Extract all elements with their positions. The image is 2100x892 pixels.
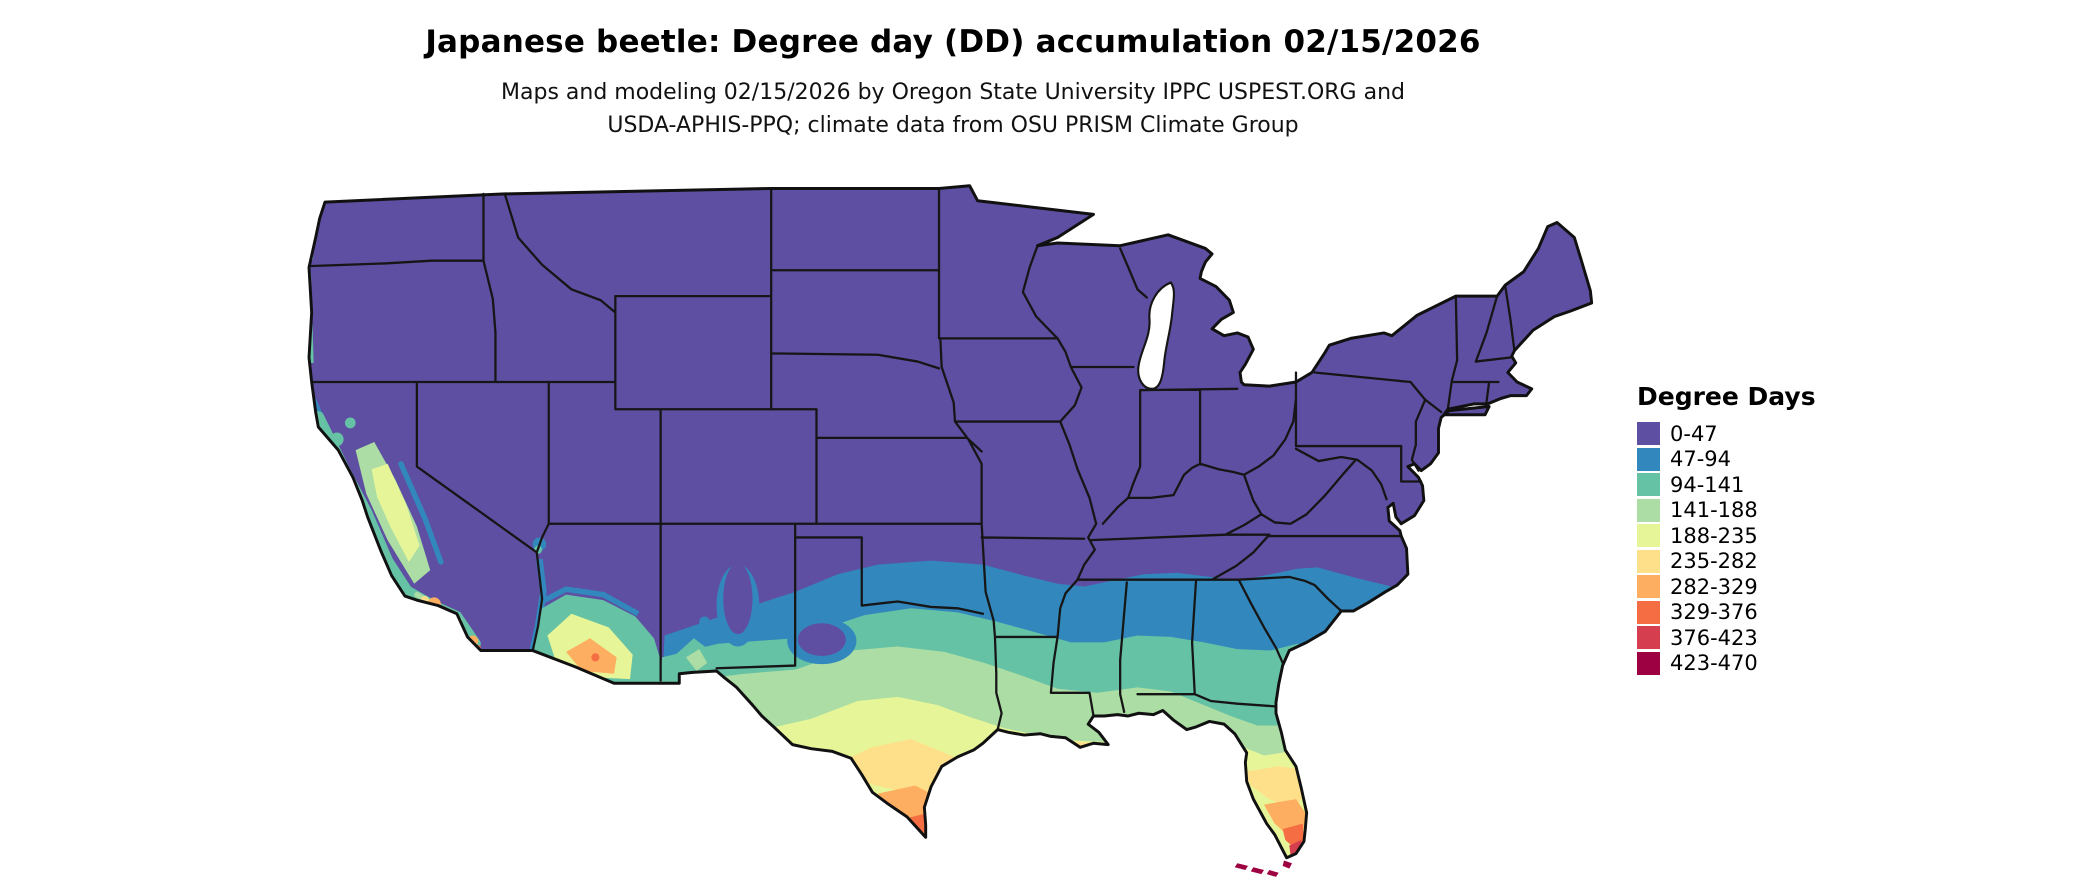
legend-entry: 0-47 xyxy=(1637,421,1816,447)
legend-color-swatch xyxy=(1637,575,1660,599)
lake-michigan xyxy=(1137,281,1176,390)
legend-color-swatch xyxy=(1637,651,1660,675)
legend-color-swatch xyxy=(1637,422,1660,446)
map-subtitle: Maps and modeling 02/15/2026 by Oregon S… xyxy=(0,76,1906,142)
legend-entry: 329-376 xyxy=(1637,600,1816,626)
legend-color-swatch xyxy=(1637,600,1660,624)
legend-range-label: 94-141 xyxy=(1670,472,1745,497)
state-borders xyxy=(307,187,1516,731)
legend-range-label: 47-94 xyxy=(1670,447,1732,472)
legend-range-label: 376-423 xyxy=(1670,625,1758,650)
legend-entry: 94-141 xyxy=(1637,472,1816,498)
florida-keys xyxy=(1234,860,1292,877)
map-color-bands xyxy=(308,185,1592,858)
subtitle-line-1: Maps and modeling 02/15/2026 by Oregon S… xyxy=(501,80,1405,105)
legend: Degree Days 0-47 47-94 94-141 141-188 188-23… xyxy=(1637,382,1816,676)
legend-title: Degree Days xyxy=(1637,382,1816,411)
subtitle-line-2: USDA-APHIS-PPQ; climate data from OSU PR… xyxy=(607,113,1299,138)
us-outline xyxy=(307,184,1594,860)
legend-color-swatch xyxy=(1637,524,1660,548)
legend-range-label: 141-188 xyxy=(1670,498,1758,523)
legend-entry: 282-329 xyxy=(1637,574,1816,600)
legend-range-label: 235-282 xyxy=(1670,549,1758,574)
legend-entry: 235-282 xyxy=(1637,549,1816,575)
map-title: Japanese beetle: Degree day (DD) accumul… xyxy=(425,24,1481,60)
legend-color-swatch xyxy=(1637,626,1660,650)
legend-color-swatch xyxy=(1637,549,1660,573)
header: Japanese beetle: Degree day (DD) accumul… xyxy=(0,24,1906,142)
legend-color-swatch xyxy=(1637,473,1660,497)
legend-entries: 0-47 47-94 94-141 141-188 188-235 235-282 282-… xyxy=(1637,421,1816,676)
legend-color-swatch xyxy=(1637,447,1660,471)
legend-entry: 376-423 xyxy=(1637,625,1816,651)
legend-range-label: 0-47 xyxy=(1670,421,1718,446)
legend-entry: 47-94 xyxy=(1637,447,1816,473)
legend-color-swatch xyxy=(1637,498,1660,522)
legend-range-label: 282-329 xyxy=(1670,574,1758,599)
legend-range-label: 423-470 xyxy=(1670,651,1758,676)
us-degree-day-map xyxy=(307,184,1594,877)
legend-range-label: 188-235 xyxy=(1670,523,1758,548)
legend-entry: 188-235 xyxy=(1637,523,1816,549)
legend-entry: 141-188 xyxy=(1637,498,1816,524)
legend-entry: 423-470 xyxy=(1637,651,1816,677)
legend-range-label: 329-376 xyxy=(1670,600,1758,625)
